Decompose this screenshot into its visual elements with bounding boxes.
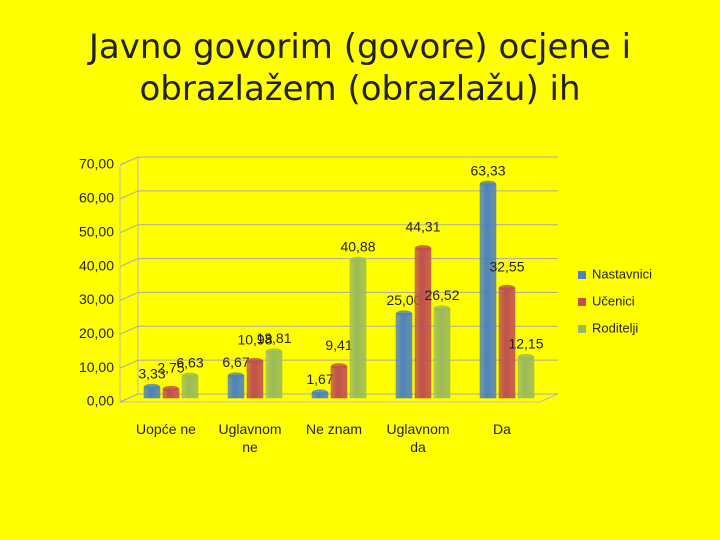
bar: [395, 313, 413, 399]
value-label: 26,52: [424, 287, 459, 303]
legend-swatch: [578, 271, 586, 279]
legend-swatch: [578, 298, 586, 306]
value-label: 63,33: [470, 162, 505, 178]
value-label: 10,98: [237, 332, 272, 348]
value-label: 32,55: [489, 258, 524, 274]
legend-label: Roditelji: [592, 320, 638, 335]
y-tick-label: 50,00: [79, 223, 114, 239]
bar-top: [434, 305, 450, 312]
bar-top: [144, 383, 160, 390]
y-tick-label: 60,00: [79, 190, 114, 206]
value-label: 3,33: [138, 365, 165, 381]
y-tick-label: 40,00: [79, 257, 114, 273]
bar-top: [163, 385, 179, 392]
y-tick-label: 70,00: [79, 156, 114, 172]
bar-top: [415, 244, 431, 251]
back-wall: [119, 156, 139, 403]
bar-top: [331, 363, 347, 370]
grid-line: [119, 224, 558, 234]
bar-top: [247, 357, 263, 364]
y-tick-label: 20,00: [79, 325, 114, 341]
x-tick-label: Ne znam: [305, 421, 363, 437]
value-label: 40,88: [340, 238, 375, 254]
value-label: 1,67: [306, 371, 333, 387]
bar: [246, 360, 264, 399]
value-label: 12,15: [508, 336, 543, 352]
value-label: 13,81: [256, 330, 291, 346]
bar: [265, 350, 283, 399]
value-label: 6,63: [176, 354, 203, 370]
slide-title: Javno govorim (govore) ocjene i obrazlaž…: [0, 26, 720, 110]
bar: [414, 247, 432, 399]
bar: [479, 183, 497, 399]
value-label: 25,00: [386, 292, 421, 308]
x-tick-label: Uglavnom da: [386, 421, 450, 455]
bar: [517, 356, 535, 399]
y-tick-label: 0,00: [87, 393, 114, 409]
grid-line: [119, 156, 558, 166]
bar-top: [396, 310, 412, 317]
y-tick-label: 10,00: [79, 359, 114, 375]
title-line: Javno govorim (govore) ocjene i: [88, 27, 632, 67]
grid-line: [119, 190, 558, 200]
bar-top: [350, 256, 366, 263]
x-tick-label: Uopće ne: [136, 421, 196, 437]
bar-top: [182, 372, 198, 379]
title-line: obrazlažem (obrazlažu) ih: [139, 69, 581, 109]
bar: [227, 375, 245, 399]
bar-top: [312, 389, 328, 396]
bar-top: [228, 372, 244, 379]
value-label: 44,31: [405, 219, 440, 235]
bar-top: [266, 348, 282, 355]
bar-top: [480, 180, 496, 187]
value-label: 6,67: [222, 354, 249, 370]
bar-top: [499, 284, 515, 291]
legend-label: Nastavnici: [592, 266, 652, 281]
y-tick-label: 30,00: [79, 291, 114, 307]
legend-swatch: [578, 325, 586, 333]
legend-label: Učenici: [592, 293, 635, 308]
x-tick-label: Da: [493, 421, 511, 437]
value-label: 9,41: [325, 337, 352, 353]
x-tick-label: Uglavnom ne: [218, 421, 282, 455]
bar: [433, 307, 451, 399]
bar: [349, 259, 367, 399]
bar: [330, 365, 348, 399]
bar-top: [518, 353, 534, 360]
value-label: 2,75: [157, 359, 184, 375]
bar: [181, 375, 199, 399]
